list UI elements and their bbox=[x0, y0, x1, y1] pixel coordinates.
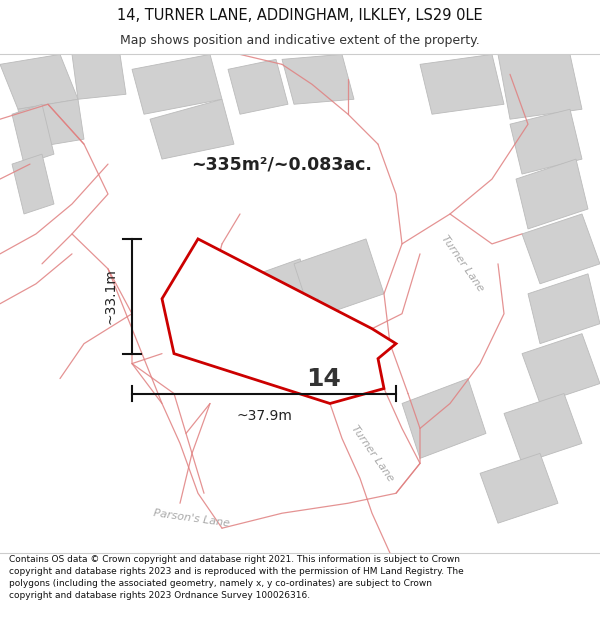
Polygon shape bbox=[498, 54, 582, 119]
Polygon shape bbox=[528, 274, 600, 344]
Polygon shape bbox=[402, 379, 486, 458]
Polygon shape bbox=[252, 299, 336, 379]
Polygon shape bbox=[294, 239, 384, 319]
Polygon shape bbox=[150, 99, 234, 159]
Text: Map shows position and indicative extent of the property.: Map shows position and indicative extent… bbox=[120, 34, 480, 48]
Text: Contains OS data © Crown copyright and database right 2021. This information is : Contains OS data © Crown copyright and d… bbox=[9, 555, 464, 599]
Polygon shape bbox=[216, 259, 324, 349]
Polygon shape bbox=[162, 239, 396, 404]
Text: Turner Lane: Turner Lane bbox=[439, 234, 485, 294]
Polygon shape bbox=[522, 334, 600, 404]
Text: ~335m²/~0.083ac.: ~335m²/~0.083ac. bbox=[191, 155, 373, 173]
Polygon shape bbox=[516, 159, 588, 229]
Polygon shape bbox=[504, 394, 582, 463]
Polygon shape bbox=[0, 54, 78, 109]
Text: 14: 14 bbox=[306, 367, 341, 391]
Text: 14, TURNER LANE, ADDINGHAM, ILKLEY, LS29 0LE: 14, TURNER LANE, ADDINGHAM, ILKLEY, LS29… bbox=[117, 8, 483, 22]
Polygon shape bbox=[18, 99, 84, 149]
Polygon shape bbox=[282, 54, 354, 104]
Polygon shape bbox=[522, 214, 600, 284]
Polygon shape bbox=[510, 109, 582, 174]
Polygon shape bbox=[132, 54, 222, 114]
Polygon shape bbox=[12, 104, 54, 164]
Text: ~33.1m: ~33.1m bbox=[104, 268, 118, 324]
Polygon shape bbox=[420, 54, 504, 114]
Polygon shape bbox=[72, 54, 126, 99]
Text: ~37.9m: ~37.9m bbox=[236, 409, 292, 423]
Text: Parson's Lane: Parson's Lane bbox=[153, 508, 231, 529]
Polygon shape bbox=[12, 154, 54, 214]
Text: Turner Lane: Turner Lane bbox=[349, 423, 395, 483]
Polygon shape bbox=[228, 59, 288, 114]
Polygon shape bbox=[480, 453, 558, 523]
